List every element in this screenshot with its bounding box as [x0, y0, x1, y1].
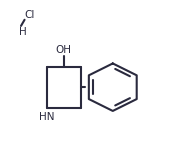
Text: Cl: Cl [25, 10, 35, 20]
Text: OH: OH [56, 45, 72, 55]
Text: H: H [19, 27, 27, 37]
Text: HN: HN [39, 112, 55, 122]
